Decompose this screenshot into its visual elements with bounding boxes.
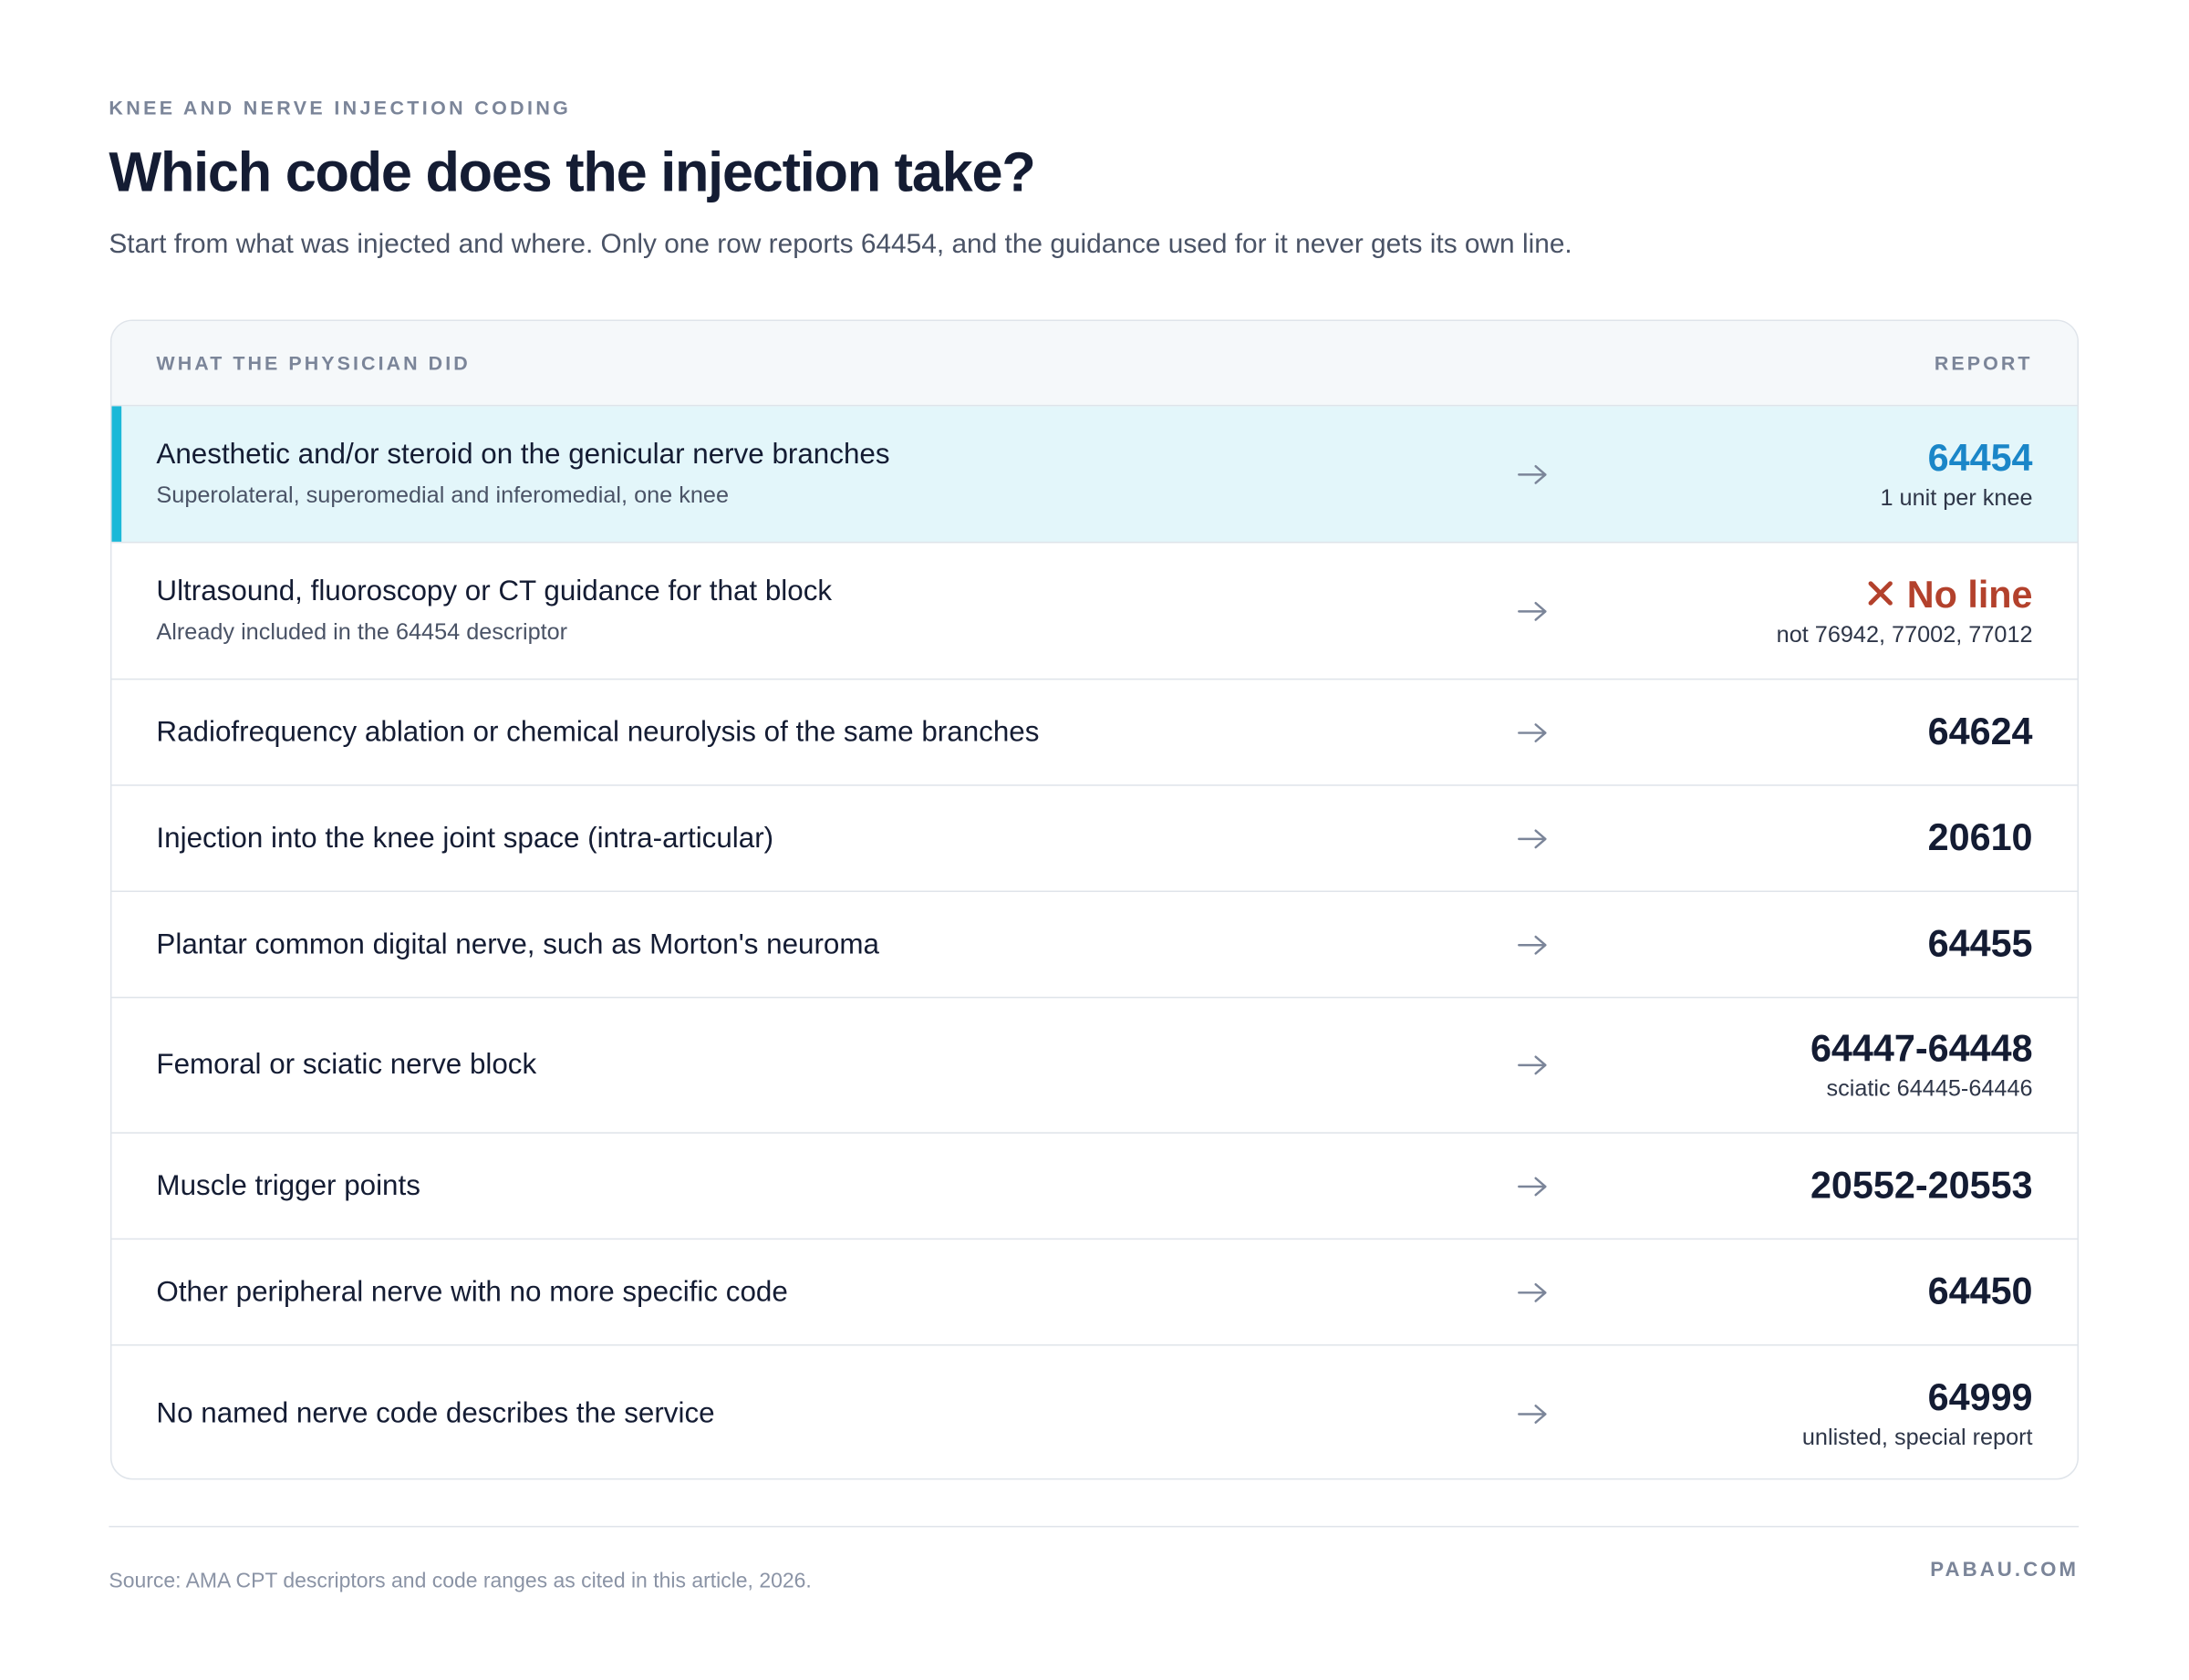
arrow-icon: [1518, 935, 1547, 954]
row-left: Injection into the knee joint space (int…: [156, 822, 1516, 856]
arrow-icon: [1518, 1404, 1547, 1424]
code: 64455: [1927, 922, 2033, 965]
description: Muscle trigger points: [156, 1168, 420, 1202]
row-right: 64447-64448 sciatic 64445-64446: [1684, 1028, 2033, 1104]
code-cell: 64624: [1684, 710, 2033, 753]
table-row: Other peripheral nerve with no more spec…: [111, 1239, 2078, 1346]
row-left: Other peripheral nerve with no more spec…: [156, 1275, 1516, 1309]
table-row: Ultrasound, fluoroscopy or CT guidance f…: [111, 543, 2078, 680]
divider: [109, 1525, 2080, 1528]
row-right: 20552-20553: [1684, 1165, 2033, 1208]
code-cell: 64447-64448: [1684, 1028, 2033, 1071]
table: WHAT THE PHYSICIAN DID REPORT Anesthetic…: [109, 319, 2080, 1480]
eyebrow: KNEE AND NERVE INJECTION CODING: [109, 96, 572, 119]
row-left: Plantar common digital nerve, such as Mo…: [156, 928, 1516, 961]
detail: Superolateral, superomedial and inferome…: [156, 482, 729, 509]
arrow-icon: [1518, 1176, 1547, 1196]
arrow-icon: [1518, 464, 1547, 484]
row-right: 64999 unlisted, special report: [1684, 1375, 2033, 1451]
row-right: 64455: [1684, 923, 2033, 966]
description: Other peripheral nerve with no more spec…: [156, 1275, 788, 1308]
code: No line: [1906, 573, 2033, 616]
code-cell: No line: [1684, 573, 2033, 616]
description: Radiofrequency ablation or chemical neur…: [156, 715, 1040, 748]
detail: Already included in the 64454 descriptor: [156, 619, 568, 646]
description: Injection into the knee joint space (int…: [156, 821, 774, 854]
cross-icon: [1868, 580, 1893, 605]
code-cell: 20610: [1684, 816, 2033, 859]
code: 20610: [1927, 816, 2033, 859]
description: Anesthetic and/or steroid on the genicul…: [156, 438, 890, 471]
code-cell: 64999: [1684, 1375, 2033, 1418]
table-row: Femoral or sciatic nerve block 64447-6444…: [111, 998, 2078, 1134]
code-cell: 64454: [1684, 436, 2033, 479]
note: unlisted, special report: [1801, 1424, 2033, 1450]
subtitle: Start from what was injected and where. …: [109, 229, 1572, 260]
column-header: REPORT: [1934, 351, 2033, 375]
arrow-icon: [1518, 722, 1547, 742]
table-row: Plantar common digital nerve, such as Mo…: [111, 892, 2078, 999]
row-left: No named nerve code describes the servic…: [156, 1396, 1516, 1430]
table-row: Injection into the knee joint space (int…: [111, 786, 2078, 893]
title: Which code does the injection take?: [109, 142, 1035, 204]
code: 64624: [1927, 710, 2033, 752]
code-cell: 64455: [1684, 923, 2033, 966]
code-cell: 20552-20553: [1684, 1165, 2033, 1208]
note: 1 unit per knee: [1880, 484, 2033, 511]
code: 64454: [1927, 436, 2033, 479]
description: Femoral or sciatic nerve block: [156, 1048, 537, 1081]
code-cell: 64450: [1684, 1270, 2033, 1313]
code: 64447-64448: [1810, 1027, 2033, 1070]
row-left: Muscle trigger points: [156, 1169, 1516, 1203]
code: 20552-20553: [1810, 1164, 2033, 1207]
arrow-icon: [1518, 1282, 1547, 1301]
brand: PABAU.COM: [1930, 1559, 2080, 1582]
row-left: Femoral or sciatic nerve block: [156, 1048, 1516, 1082]
table-row: Muscle trigger points 20552-20553: [111, 1134, 2078, 1240]
table-header: WHAT THE PHYSICIAN DID REPORT: [111, 321, 2078, 407]
note: sciatic 64445-64446: [1826, 1076, 2033, 1102]
row-left: Ultrasound, fluoroscopy or CT guidance f…: [156, 576, 1516, 647]
table-row: Anesthetic and/or steroid on the genicul…: [111, 406, 2078, 544]
row-left: Radiofrequency ablation or chemical neur…: [156, 715, 1516, 749]
table-row: Radiofrequency ablation or chemical neur…: [111, 679, 2078, 786]
column-header: WHAT THE PHYSICIAN DID: [156, 351, 471, 375]
description: No named nerve code describes the servic…: [156, 1396, 715, 1429]
arrow-icon: [1518, 828, 1547, 848]
row-right: 64450: [1684, 1270, 2033, 1313]
table-row: No named nerve code describes the servic…: [111, 1345, 2077, 1478]
note: not 76942, 77002, 77012: [1776, 621, 2033, 648]
row-right: 20610: [1684, 816, 2033, 859]
code: 64999: [1927, 1375, 2033, 1418]
row-left: Anesthetic and/or steroid on the genicul…: [156, 439, 1516, 510]
description: Ultrasound, fluoroscopy or CT guidance f…: [156, 575, 833, 607]
arrow-icon: [1518, 601, 1547, 621]
code: 64450: [1927, 1270, 2033, 1312]
description: Plantar common digital nerve, such as Mo…: [156, 928, 879, 960]
arrow-icon: [1518, 1055, 1547, 1075]
row-right: 64624: [1684, 710, 2033, 753]
row-right: 64454 1 unit per knee: [1684, 436, 2033, 512]
source: Source: AMA CPT descriptors and code ran…: [109, 1569, 812, 1593]
row-right: No line not 76942, 77002, 77012: [1684, 573, 2033, 648]
